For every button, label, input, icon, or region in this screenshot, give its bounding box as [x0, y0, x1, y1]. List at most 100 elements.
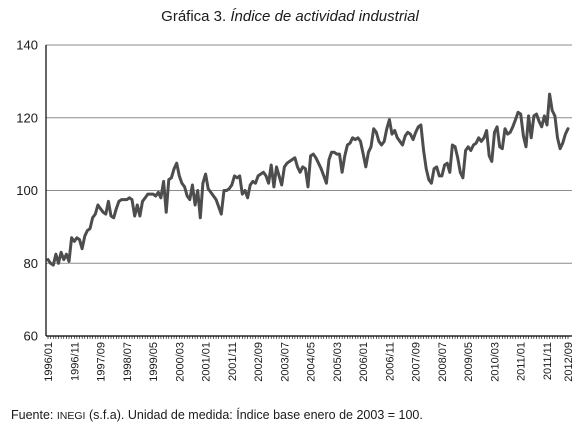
data-point	[193, 203, 197, 207]
data-point	[482, 136, 486, 139]
data-point	[503, 127, 507, 130]
data-point	[501, 147, 504, 150]
data-point	[404, 134, 407, 138]
data-point	[254, 182, 257, 185]
data-point	[390, 132, 394, 136]
line-chart: 60 80 100 120 140 1996/01 1996/11 1997/09 1998/…	[16, 38, 575, 382]
data-point	[217, 205, 220, 209]
data-point	[67, 260, 71, 263]
data-point	[46, 258, 50, 261]
data-point	[401, 143, 404, 147]
data-point	[417, 125, 420, 128]
data-point	[467, 145, 470, 148]
y-tick-label: 100	[16, 183, 38, 198]
series-layer	[46, 92, 570, 267]
data-point	[220, 212, 223, 216]
source-note: Fuente: INEGI (s.f.a). Unidad de medida:…	[11, 408, 423, 422]
data-point	[524, 145, 528, 148]
data-point	[545, 123, 549, 127]
data-point	[414, 131, 417, 134]
data-point	[154, 194, 157, 198]
data-point	[443, 163, 446, 167]
data-point	[516, 111, 520, 114]
data-point	[57, 262, 60, 265]
data-point	[551, 109, 554, 112]
data-point	[259, 172, 262, 176]
data-point	[183, 185, 186, 189]
x-tick-label: 2000/03	[174, 342, 186, 382]
data-point	[530, 136, 533, 139]
data-point	[393, 129, 396, 132]
data-point	[96, 203, 100, 207]
data-point	[159, 196, 163, 199]
data-point	[196, 189, 199, 192]
data-point	[178, 174, 181, 178]
data-point	[144, 196, 147, 199]
data-point	[235, 176, 239, 179]
data-point	[383, 140, 386, 143]
source-org: INEGI	[56, 410, 86, 422]
x-tick-label: 2006/11	[384, 342, 396, 381]
data-point	[133, 214, 136, 218]
data-point	[91, 216, 94, 219]
chart-title-main: Índice de actividad industrial	[230, 8, 419, 25]
x-tick-label: 2002/09	[253, 342, 265, 382]
x-tick-label: 2007/09	[411, 342, 423, 382]
data-point	[519, 112, 522, 116]
data-point	[409, 132, 412, 136]
data-point	[317, 162, 320, 165]
data-point	[102, 211, 105, 214]
data-point	[83, 234, 87, 238]
data-point	[464, 149, 467, 152]
data-point	[228, 187, 231, 190]
data-point	[430, 182, 433, 185]
data-point	[123, 198, 126, 201]
data-point	[214, 198, 218, 201]
data-point	[553, 114, 557, 118]
data-point	[477, 136, 480, 139]
data-point	[506, 132, 509, 136]
data-point	[249, 183, 252, 187]
data-point	[469, 149, 472, 152]
data-point	[73, 240, 76, 243]
data-point	[446, 162, 449, 165]
data-point	[456, 156, 459, 159]
data-point	[327, 158, 331, 161]
data-point	[351, 136, 354, 139]
data-point	[246, 196, 249, 199]
data-point	[474, 142, 478, 145]
data-point	[285, 162, 289, 165]
data-point	[238, 174, 241, 178]
y-tick-label: 140	[16, 38, 38, 53]
data-point	[167, 178, 170, 181]
data-point	[325, 182, 328, 185]
data-point	[117, 200, 121, 203]
data-point	[340, 171, 344, 174]
data-point	[212, 194, 215, 198]
data-point	[398, 140, 402, 143]
data-point	[233, 174, 236, 178]
data-point	[359, 140, 362, 143]
data-point	[566, 127, 570, 130]
x-tick-label: 2011/01	[516, 342, 528, 381]
data-point	[322, 174, 325, 178]
data-point	[453, 145, 457, 148]
data-point	[306, 185, 310, 189]
data-point	[62, 258, 65, 261]
data-point	[522, 134, 525, 138]
data-point	[270, 163, 273, 167]
data-point	[346, 143, 349, 147]
data-point	[170, 176, 173, 179]
data-point	[141, 200, 144, 203]
data-point	[256, 174, 260, 178]
data-point	[561, 142, 564, 145]
data-point	[262, 171, 265, 174]
data-point	[330, 151, 333, 154]
data-point	[427, 178, 430, 181]
data-point	[157, 191, 160, 194]
data-point	[54, 253, 58, 256]
source-label: Fuente:	[11, 408, 54, 422]
data-point	[112, 216, 115, 219]
x-tick-label: 2009/05	[463, 342, 475, 382]
data-point	[293, 156, 297, 159]
